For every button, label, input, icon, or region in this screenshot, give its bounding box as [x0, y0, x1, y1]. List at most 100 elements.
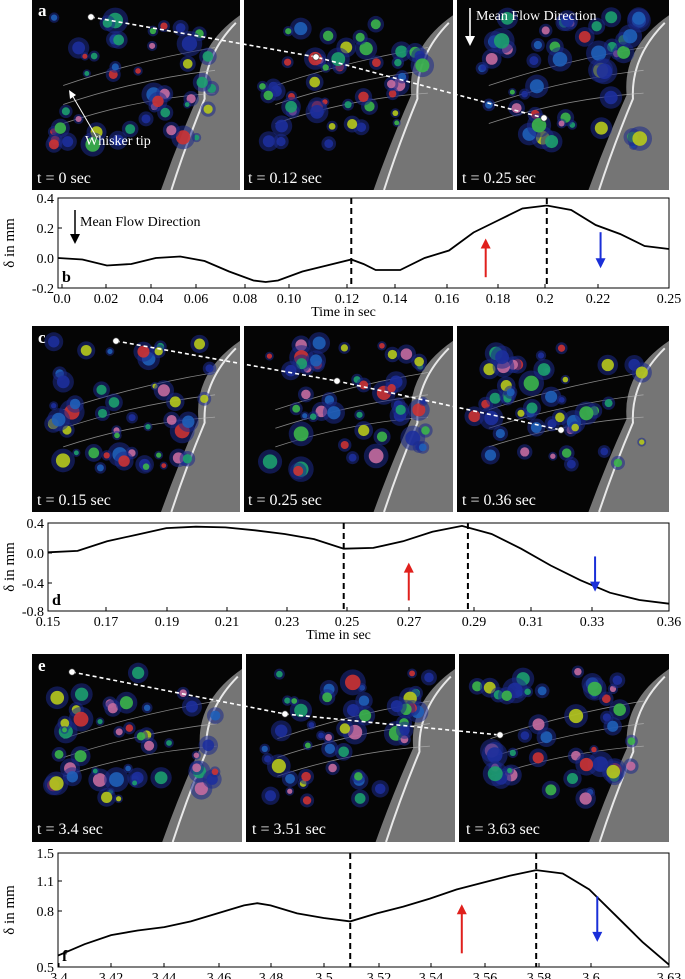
y-axis-label: δ in mm [2, 542, 18, 592]
time-label-c-1: t = 0.15 sec [37, 492, 111, 509]
flow-field-image [45, 7, 240, 190]
time-label-a-3: t = 0.25 sec [462, 170, 536, 187]
heat-blob-core [531, 117, 547, 133]
red-arrowhead [403, 562, 414, 573]
x-tick-label: 3.63 [657, 971, 682, 979]
heat-blob-core [344, 101, 352, 109]
heat-blob-core [394, 58, 402, 67]
y-tick-label: 0.8 [37, 905, 55, 920]
heat-blob-core [379, 342, 385, 349]
heat-blob-core [524, 688, 531, 696]
body-silhouette [588, 340, 669, 512]
heat-blob-core [591, 21, 602, 32]
x-tick-label: 0.22 [586, 292, 611, 307]
heat-blob-core [632, 11, 646, 25]
heat-blob-core [356, 411, 363, 418]
heat-blob-core [287, 788, 293, 794]
heat-blob-core [182, 454, 193, 464]
heat-blob-core [80, 344, 92, 356]
heat-blob-core [141, 114, 151, 124]
heat-blob-core [338, 746, 349, 758]
heat-blob-core [310, 104, 324, 119]
heat-blob-core [500, 11, 514, 25]
heat-blob-core [348, 453, 357, 462]
heat-blob-core [90, 52, 98, 60]
heat-blob-core [284, 58, 292, 66]
heat-blob-core [291, 698, 298, 704]
heat-blob-core [557, 344, 566, 352]
x-tick-label: 0.36 [657, 615, 682, 630]
heat-blob-core [617, 45, 631, 59]
heat-blob-core [145, 424, 151, 430]
y-tick-label: 0.2 [37, 222, 55, 237]
heat-blob-core [424, 672, 434, 683]
plot-frame [47, 522, 670, 612]
heat-blob-core [169, 396, 181, 408]
time-label-a-1: t = 0 sec [37, 170, 91, 187]
panel-label-a: a [38, 1, 47, 20]
heat-blob-core [54, 122, 67, 134]
series-line [47, 524, 670, 605]
x-tick-label: 0.27 [397, 615, 422, 630]
heat-blob-core [613, 458, 623, 468]
whisker-tip-marker [68, 668, 76, 676]
whisker-tip-marker [112, 337, 120, 345]
y-tick-label: 0.0 [37, 252, 55, 267]
heat-blob-core [166, 125, 177, 136]
heat-blob-core [561, 14, 574, 27]
heat-blob-core [322, 692, 333, 703]
heat-blob-core [107, 702, 119, 714]
mean-flow-label: Mean Flow Direction [80, 215, 201, 230]
heat-blob-core [368, 448, 384, 464]
heat-blob-core [125, 765, 131, 772]
heat-blob-core [418, 443, 427, 452]
heat-blob-core [421, 426, 430, 435]
heat-blob-core [517, 409, 525, 417]
heat-blob-core [182, 415, 195, 428]
whisker-tip-marker [333, 377, 341, 385]
heat-blob-core [109, 772, 124, 787]
flow-field-image [44, 332, 240, 512]
heat-blob-core [112, 134, 124, 146]
heat-blob-core [152, 95, 164, 108]
body-silhouette [375, 669, 455, 842]
x-tick-label: 0.2 [536, 292, 554, 307]
heat-blob-core [635, 366, 648, 379]
heat-blob-core [600, 447, 609, 456]
heat-blob-core [468, 410, 481, 423]
heat-blob-core [493, 33, 510, 49]
heat-blob-core [84, 71, 90, 76]
heat-blob-core [359, 709, 372, 722]
heat-blob-core [196, 76, 208, 89]
x-tick-label: 0.31 [519, 615, 544, 630]
heat-blob-core [285, 773, 295, 784]
red-arrowhead [480, 238, 491, 249]
flow-field-image [256, 15, 453, 190]
heat-blob-core [327, 406, 341, 420]
heat-blob-core [302, 796, 312, 805]
heat-blob-core [102, 18, 113, 28]
heat-blob-core [541, 26, 550, 35]
x-tick-label: 3.6 [582, 971, 600, 979]
x-tick-label: 0.15 [36, 615, 61, 630]
whisker-tip-marker [496, 731, 504, 739]
heat-blob-core [587, 681, 602, 696]
blue-arrowhead [592, 931, 603, 942]
heat-blob-core [591, 746, 597, 753]
heat-blob-core [489, 392, 501, 404]
heat-blob-core [532, 752, 544, 764]
heat-blob-core [144, 740, 155, 751]
heat-blob-core [309, 76, 321, 88]
heat-blob-core [92, 773, 107, 787]
heat-blob-core [568, 708, 584, 724]
heat-blob-core [506, 767, 513, 774]
heat-blob-core [97, 408, 108, 418]
heat-blob-core [48, 139, 59, 150]
heat-blob-core [115, 728, 123, 736]
image-a-2 [244, 0, 453, 190]
heat-blob-core [205, 364, 214, 373]
y-tick-label: 0.5 [37, 961, 55, 976]
whisker-tip-pointer [71, 94, 97, 137]
heat-blob-core [415, 58, 430, 73]
heat-blob-core [202, 739, 215, 752]
